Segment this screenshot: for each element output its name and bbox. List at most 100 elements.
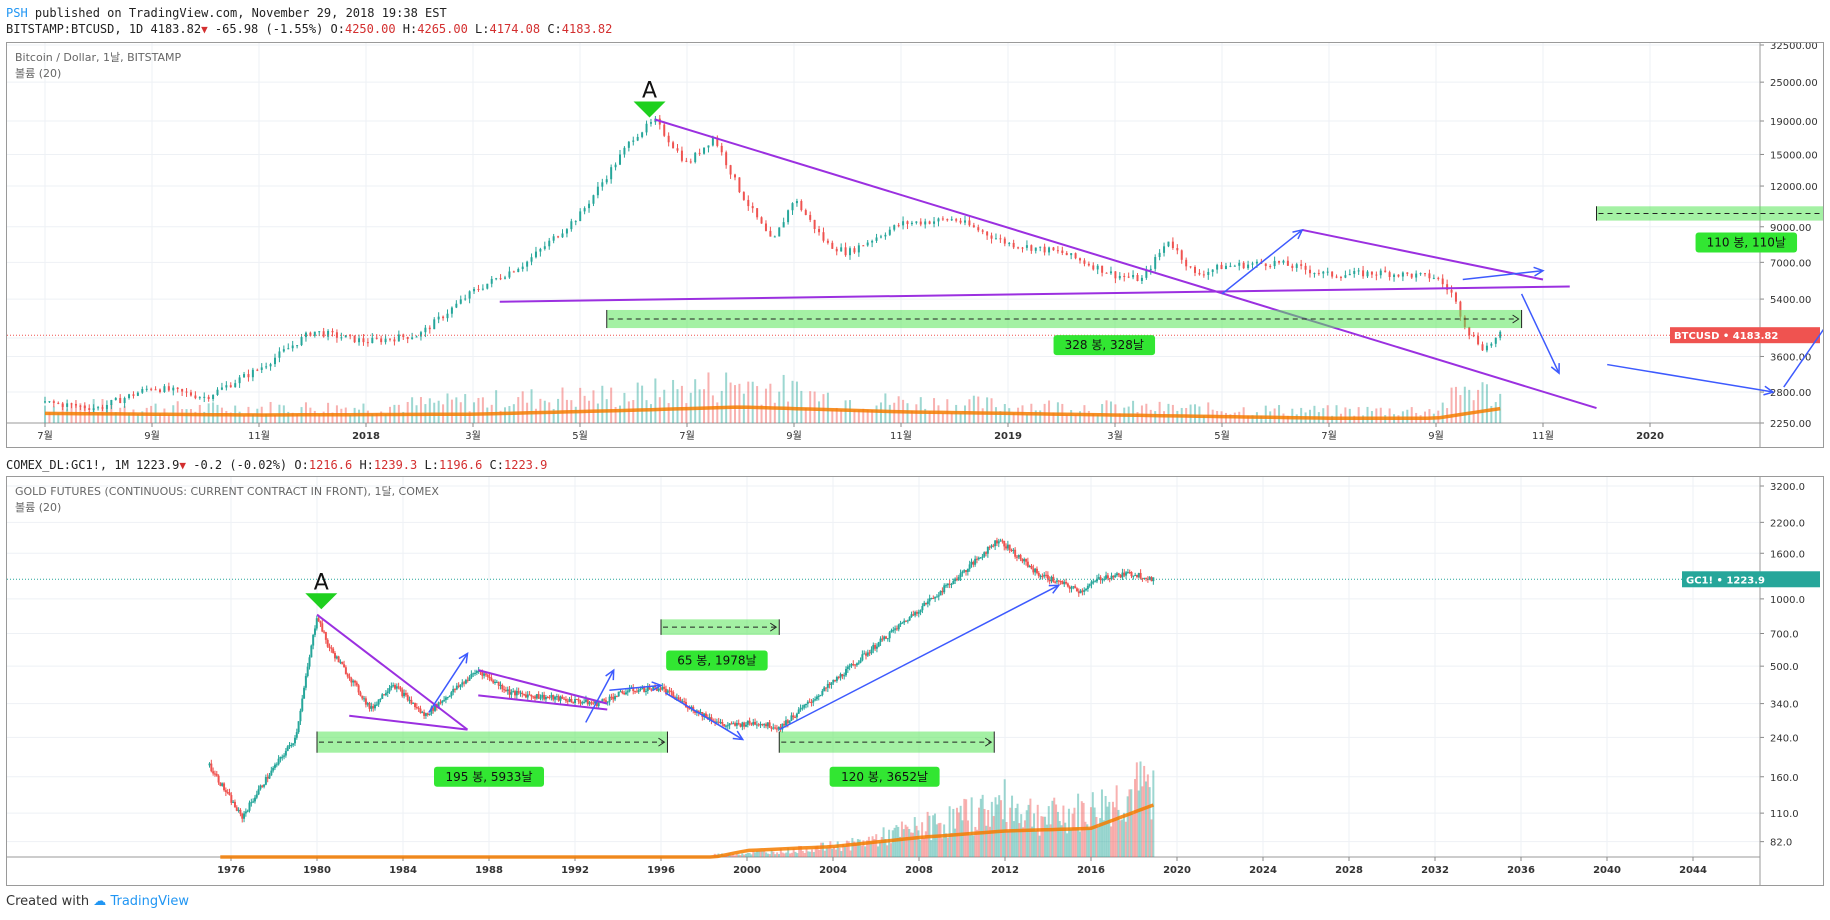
candle-body — [1441, 278, 1444, 285]
candle-body — [1021, 247, 1024, 249]
candle-body — [1101, 265, 1104, 273]
volume-bar — [990, 801, 993, 857]
candle-body — [738, 177, 741, 193]
candle-body — [212, 394, 215, 400]
candle-body — [899, 623, 902, 625]
volume-bar — [1146, 774, 1149, 857]
candle-body — [275, 764, 278, 766]
btc-chart[interactable]: 32500.00 25000.00 19000.00 15000.00 12000.00… — [7, 43, 1823, 447]
blue-arrow-projection-up — [1783, 328, 1823, 388]
x-axis-tick-label: 1992 — [561, 865, 589, 876]
candle-body — [844, 247, 847, 256]
candle-body — [854, 664, 857, 666]
volume-bar — [954, 828, 957, 857]
volume-bar — [871, 409, 874, 423]
volume-bar — [610, 387, 613, 423]
candle-body — [464, 679, 467, 684]
btc-chart-panel[interactable]: 32500.00 25000.00 19000.00 15000.00 12000.00… — [6, 42, 1824, 448]
gold-chart-panel[interactable]: 3200.0 2200.0 1600.0 1000.0 700.0 500.0 340.0 2… — [6, 476, 1824, 886]
candle-body — [888, 229, 891, 235]
candle-body — [561, 233, 564, 238]
candle-body — [835, 677, 838, 681]
volume-bar — [772, 851, 775, 857]
volume-bar — [888, 829, 891, 857]
volume-bar — [57, 412, 60, 423]
candle-body — [432, 707, 435, 711]
volume-bar — [1053, 797, 1056, 857]
gold-chart[interactable]: 3200.0 2200.0 1600.0 1000.0 700.0 500.0 340.0 2… — [7, 477, 1823, 885]
candle-body — [853, 248, 856, 253]
candle-body — [1370, 271, 1373, 275]
volume-bar — [869, 841, 872, 857]
candle-body — [215, 773, 218, 776]
volume-bar — [764, 388, 767, 423]
volume-bar — [375, 413, 378, 423]
volume-bar — [291, 412, 294, 423]
candle-body — [778, 227, 781, 237]
candle-body — [581, 702, 584, 704]
btc-high: 4265.00 — [417, 22, 468, 36]
candle-body — [912, 614, 915, 616]
volume-bar — [809, 391, 812, 423]
candle-body — [1103, 578, 1106, 580]
candle-body — [264, 777, 267, 785]
candle-body — [402, 334, 405, 337]
candle-body — [237, 809, 240, 811]
candle-body — [288, 745, 291, 747]
volume-bar — [884, 393, 887, 423]
volume-bar — [601, 385, 604, 423]
x-axis-tick-label: 2000 — [733, 865, 761, 876]
candle-body — [975, 558, 978, 560]
volume-bar — [296, 414, 299, 423]
candle-body — [933, 221, 936, 224]
candle-body — [526, 694, 529, 698]
x-axis-tick-label: 2004 — [819, 865, 847, 876]
triangle-lower-trendline — [349, 714, 468, 731]
candle-body — [1185, 259, 1188, 267]
candle-body — [548, 697, 551, 699]
volume-bar — [902, 829, 905, 857]
candle-body — [756, 208, 759, 218]
candle-body — [270, 770, 273, 776]
volume-bar — [1137, 790, 1140, 857]
volume-bar — [725, 372, 728, 423]
volume-bar — [1379, 407, 1382, 423]
candle-body — [901, 622, 904, 624]
tradingview-link[interactable]: TradingView — [110, 894, 189, 909]
volume-bar — [826, 392, 829, 423]
volume-bar — [1454, 386, 1457, 423]
volume-bar — [707, 372, 710, 423]
candle-body — [317, 618, 320, 622]
candle-body — [389, 338, 392, 340]
candle-body — [955, 578, 958, 581]
candle-body — [752, 721, 755, 725]
candle-body — [950, 219, 953, 221]
volume-bar — [468, 411, 471, 423]
candle-body — [119, 397, 122, 404]
candle-body — [455, 303, 458, 308]
candle-body — [843, 675, 846, 677]
last-price-label: BTCUSD • 4183.82 — [1674, 331, 1778, 342]
candle-body — [821, 690, 824, 695]
blue-arrow-down-head — [1550, 363, 1560, 375]
candle-body — [755, 724, 758, 726]
candle-body — [786, 720, 789, 724]
candle-body — [875, 646, 878, 649]
candle-body — [145, 388, 148, 390]
candle-body — [208, 763, 211, 766]
candle-body — [866, 652, 869, 656]
candle-body — [999, 238, 1002, 240]
publisher-link[interactable]: PSH — [6, 6, 28, 20]
candle-body — [610, 167, 613, 180]
candle-body — [327, 330, 330, 337]
volume-bar — [1335, 405, 1338, 423]
candle-body — [446, 313, 449, 319]
volume-bar — [1088, 828, 1091, 857]
candle-body — [176, 387, 179, 390]
candle-body — [760, 217, 763, 224]
candle-body — [979, 557, 982, 559]
btc-low: 4174.08 — [489, 22, 541, 36]
volume-bar — [1012, 821, 1015, 857]
candle-body — [926, 601, 929, 605]
candle-body — [823, 687, 826, 691]
